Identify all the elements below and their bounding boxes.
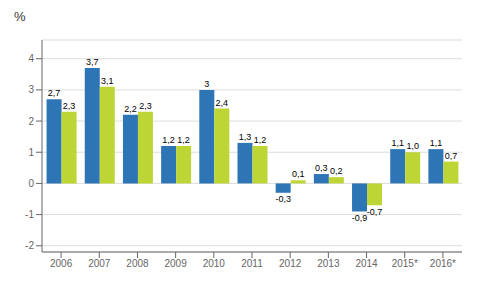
- svg-text:2014: 2014: [355, 258, 378, 269]
- svg-text:2013: 2013: [317, 258, 340, 269]
- svg-text:2,4: 2,4: [216, 98, 229, 108]
- svg-text:3,1: 3,1: [101, 76, 114, 86]
- svg-text:0,1: 0,1: [292, 169, 305, 179]
- svg-text:3: 3: [28, 84, 34, 95]
- svg-text:1,2: 1,2: [162, 135, 175, 145]
- svg-text:1,0: 1,0: [406, 141, 419, 151]
- svg-text:2,7: 2,7: [48, 88, 61, 98]
- svg-text:-0,9: -0,9: [352, 213, 368, 223]
- svg-text:1,2: 1,2: [177, 135, 190, 145]
- svg-text:0,3: 0,3: [315, 163, 328, 173]
- svg-text:2008: 2008: [126, 258, 149, 269]
- svg-text:0,7: 0,7: [445, 151, 458, 161]
- svg-text:0: 0: [28, 178, 34, 189]
- svg-text:1,3: 1,3: [239, 132, 252, 142]
- svg-text:-0,7: -0,7: [367, 207, 383, 217]
- svg-text:2,3: 2,3: [139, 101, 152, 111]
- svg-text:2006: 2006: [50, 258, 73, 269]
- svg-text:2009: 2009: [165, 258, 188, 269]
- svg-text:1,1: 1,1: [430, 138, 443, 148]
- svg-text:2: 2: [28, 116, 34, 127]
- svg-text:2,2: 2,2: [124, 104, 137, 114]
- svg-text:-0,3: -0,3: [275, 194, 291, 204]
- svg-text:2,3: 2,3: [63, 101, 76, 111]
- svg-text:1: 1: [28, 147, 34, 158]
- svg-text:2011: 2011: [241, 258, 263, 269]
- svg-text:2015*: 2015*: [392, 258, 418, 269]
- svg-text:3,7: 3,7: [86, 57, 99, 67]
- svg-text:4: 4: [28, 53, 34, 64]
- svg-text:-1: -1: [25, 209, 34, 220]
- svg-text:1,1: 1,1: [391, 138, 404, 148]
- svg-text:2012: 2012: [279, 258, 302, 269]
- svg-text:3: 3: [204, 79, 209, 89]
- svg-text:2010: 2010: [203, 258, 226, 269]
- svg-text:1,2: 1,2: [254, 135, 267, 145]
- svg-text:0,2: 0,2: [330, 166, 343, 176]
- svg-text:-2: -2: [25, 240, 34, 251]
- svg-text:2007: 2007: [88, 258, 111, 269]
- svg-text:2016*: 2016*: [430, 258, 456, 269]
